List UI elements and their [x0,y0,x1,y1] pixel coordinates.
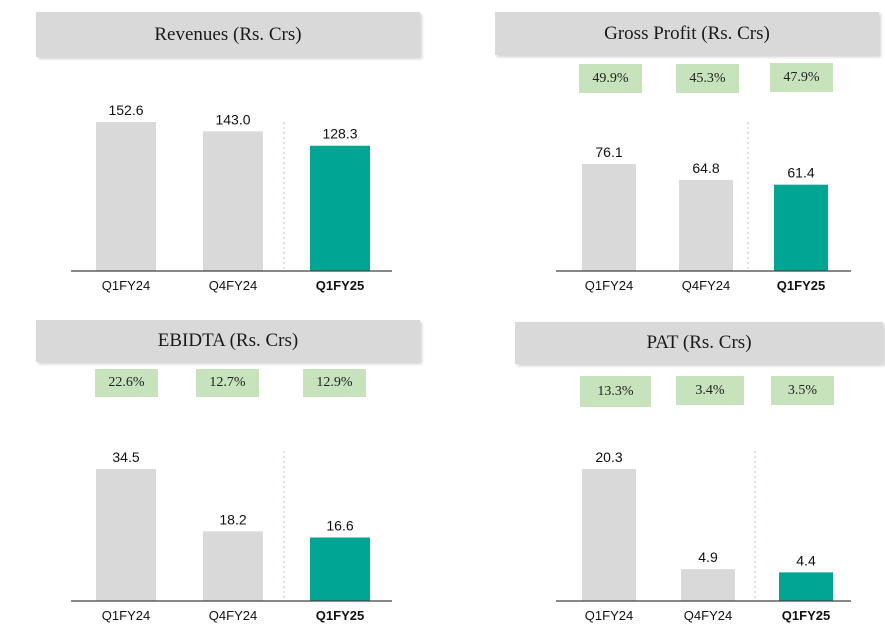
category-label: Q4FY24 [682,278,730,293]
value-label: 64.8 [692,160,719,176]
chart-title: PAT (Rs. Crs) [515,322,883,364]
bar-q1fy24 [582,469,636,601]
category-label: Q1FY24 [585,278,633,293]
bar-q4fy24 [681,569,735,601]
chart-title: Revenues (Rs. Crs) [36,12,420,57]
margin-badge: 3.5% [771,376,834,405]
value-label: 34.5 [112,449,139,465]
value-label: 18.2 [219,511,246,527]
margin-badge: 13.3% [580,376,651,407]
chart-title: Gross Profit (Rs. Crs) [495,12,879,55]
chart-1-marks: 76.1 Q1FY24 64.8 Q4FY24 61.4 Q1FY25 [556,122,851,293]
margin-badge: 22.6% [95,369,158,397]
bar-q4fy24 [679,179,733,271]
category-label: Q1FY24 [102,608,150,623]
bar-q1fy25 [310,537,370,601]
margin-badge: 47.9% [770,63,833,92]
value-label: 20.3 [595,449,622,465]
value-label: 4.9 [698,549,718,565]
bar-q1fy24 [582,164,636,271]
category-label: Q1FY25 [316,608,364,623]
bar-q4fy24 [203,131,263,271]
bar-q1fy25 [779,572,833,601]
bar-q1fy25 [774,184,828,271]
category-label: Q1FY25 [316,278,364,293]
value-label: 61.4 [787,165,814,181]
bar-q1fy24 [96,122,156,271]
margin-badge: 3.4% [676,376,744,405]
category-label: Q4FY24 [684,608,732,623]
category-label: Q1FY24 [102,278,150,293]
value-label: 152.6 [108,102,143,118]
category-label: Q1FY25 [782,608,830,623]
bar-q1fy25 [310,145,370,271]
value-label: 76.1 [595,144,622,160]
bar-q1fy24 [96,469,156,601]
margin-badge: 12.7% [196,369,259,397]
chart-2-marks: 34.5 Q1FY24 18.2 Q4FY24 16.6 Q1FY25 [71,449,392,623]
chart-0-marks: 152.6 Q1FY24 143.0 Q4FY24 128.3 Q1FY25 [71,102,392,293]
bar-q4fy24 [203,531,263,601]
margin-badge: 45.3% [676,64,739,93]
chart-title: EBIDTA (Rs. Crs) [36,320,420,362]
category-label: Q4FY24 [209,278,257,293]
value-label: 4.4 [796,552,816,568]
value-label: 16.6 [326,517,353,533]
value-label: 128.3 [322,126,357,142]
chart-3-marks: 20.3 Q1FY24 4.9 Q4FY24 4.4 Q1FY25 [556,449,851,623]
category-label: Q1FY24 [585,608,633,623]
category-label: Q4FY24 [209,608,257,623]
category-label: Q1FY25 [777,278,825,293]
margin-badge: 49.9% [579,64,642,93]
value-label: 143.0 [215,111,250,127]
margin-badge: 12.9% [303,369,366,397]
